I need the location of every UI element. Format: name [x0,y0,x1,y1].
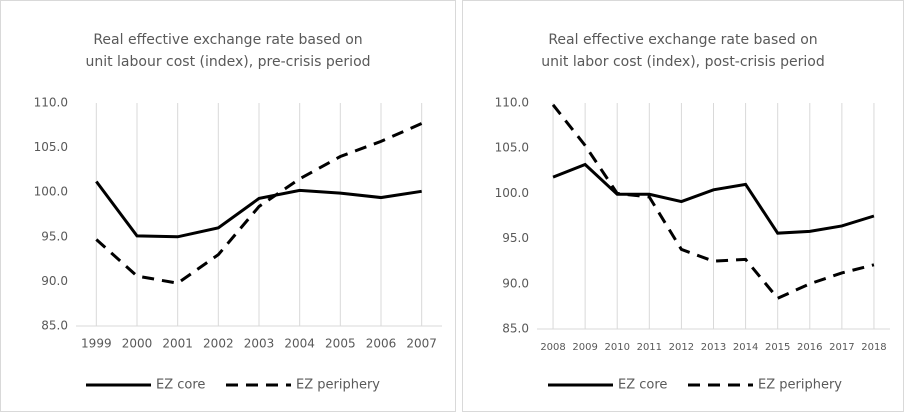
y-tick-label: 95.0 [41,229,68,243]
x-tick-label: 2017 [829,342,854,353]
x-tick-label: 2001 [162,337,193,351]
y-tick-label: 100.0 [495,186,529,200]
y-tick-label: 105.0 [34,140,68,154]
legend-label: EZ periphery [758,378,842,393]
y-tick-label: 85.0 [502,322,529,336]
x-tick-label: 2010 [605,342,630,353]
y-tick-label: 105.0 [495,141,529,155]
x-tick-label: 2004 [284,337,315,351]
y-tick-label: 110.0 [495,96,529,110]
y-tick-label: 85.0 [41,319,68,333]
x-tick-label: 2005 [325,337,356,351]
x-tick-label: 2007 [406,337,437,351]
chart-panel: Real effective exchange rate based on un… [462,0,904,412]
x-tick-label: 2018 [861,342,886,353]
x-tick-label: 2014 [733,342,758,353]
chart-title: Real effective exchange rate based on un… [85,32,371,70]
legend-label: EZ core [156,378,205,393]
x-tick-label: 2006 [366,337,397,351]
x-tick-label: 2015 [765,342,790,353]
x-tick-label: 2011 [637,342,662,353]
legend-label: EZ core [618,378,667,393]
x-tick-label: 2002 [203,337,234,351]
x-tick-label: 2003 [244,337,275,351]
legend-label: EZ periphery [296,378,380,393]
y-tick-label: 90.0 [41,274,68,288]
x-tick-label: 1999 [81,337,112,351]
y-tick-label: 90.0 [502,276,529,290]
y-tick-label: 110.0 [34,96,68,110]
x-tick-label: 2013 [701,342,726,353]
series-line [551,103,875,301]
x-tick-label: 2008 [540,342,565,353]
chart-panel: Real effective exchange rate based on un… [0,0,456,412]
chart: 85.0 90.0 95.0 100.0 105.0 110.0 1999 2000 2001 2… [34,96,442,393]
y-tick-label: 100.0 [34,185,68,199]
x-tick-label: 2009 [572,342,597,353]
series-line [95,122,423,285]
x-tick-label: 2000 [122,337,153,351]
chart-title: Real effective exchange rate based on un… [541,32,825,70]
x-tick-label: 2016 [797,342,822,353]
chart: 85.0 90.0 95.0 100.0 105.0 110.0 2008 2009 2010 2… [495,96,890,393]
series-line [95,180,422,239]
y-tick-label: 95.0 [502,231,529,245]
x-tick-label: 2012 [669,342,694,353]
series-line [552,162,875,235]
